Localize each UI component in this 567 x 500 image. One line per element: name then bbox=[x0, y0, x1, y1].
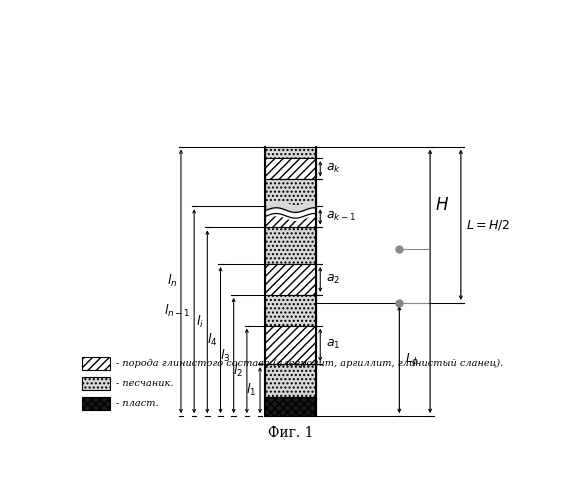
Text: $l_1$: $l_1$ bbox=[246, 382, 256, 398]
Bar bbox=[265, 228, 316, 264]
Text: $l_{n-1}$: $l_{n-1}$ bbox=[164, 303, 191, 320]
Bar bbox=[265, 206, 316, 228]
Text: $l_n$: $l_n$ bbox=[167, 274, 177, 289]
Text: Фиг. 1: Фиг. 1 bbox=[268, 426, 314, 440]
Text: $l_i$: $l_i$ bbox=[196, 314, 204, 330]
Bar bbox=[265, 397, 316, 416]
Text: $L=H/2$: $L=H/2$ bbox=[466, 218, 510, 232]
Text: $l_2$: $l_2$ bbox=[233, 363, 243, 379]
Bar bbox=[265, 295, 316, 326]
Text: $a_{k-1}$: $a_{k-1}$ bbox=[325, 210, 356, 224]
Text: $l_4$: $l_4$ bbox=[206, 332, 217, 348]
Text: $l_3$: $l_3$ bbox=[220, 348, 230, 364]
Text: - пласт.: - пласт. bbox=[116, 399, 158, 408]
Bar bbox=[82, 398, 111, 410]
Bar bbox=[265, 364, 316, 397]
Text: - песчаник.: - песчаник. bbox=[116, 379, 173, 388]
Bar bbox=[265, 158, 316, 180]
Text: $a_k$: $a_k$ bbox=[325, 162, 341, 175]
Text: - порода глинистого состава (алевролит, аргиллит, глинистый сланец).: - порода глинистого состава (алевролит, … bbox=[116, 359, 503, 368]
Text: $a_2$: $a_2$ bbox=[325, 273, 340, 286]
Bar bbox=[265, 264, 316, 295]
Text: $a_1$: $a_1$ bbox=[325, 338, 340, 351]
Text: $L_{\phi}$: $L_{\phi}$ bbox=[405, 351, 419, 368]
Bar bbox=[82, 357, 111, 370]
Bar bbox=[82, 377, 111, 390]
Text: $H$: $H$ bbox=[435, 198, 450, 214]
Bar bbox=[265, 180, 316, 206]
Bar bbox=[265, 146, 316, 158]
Bar bbox=[265, 326, 316, 364]
